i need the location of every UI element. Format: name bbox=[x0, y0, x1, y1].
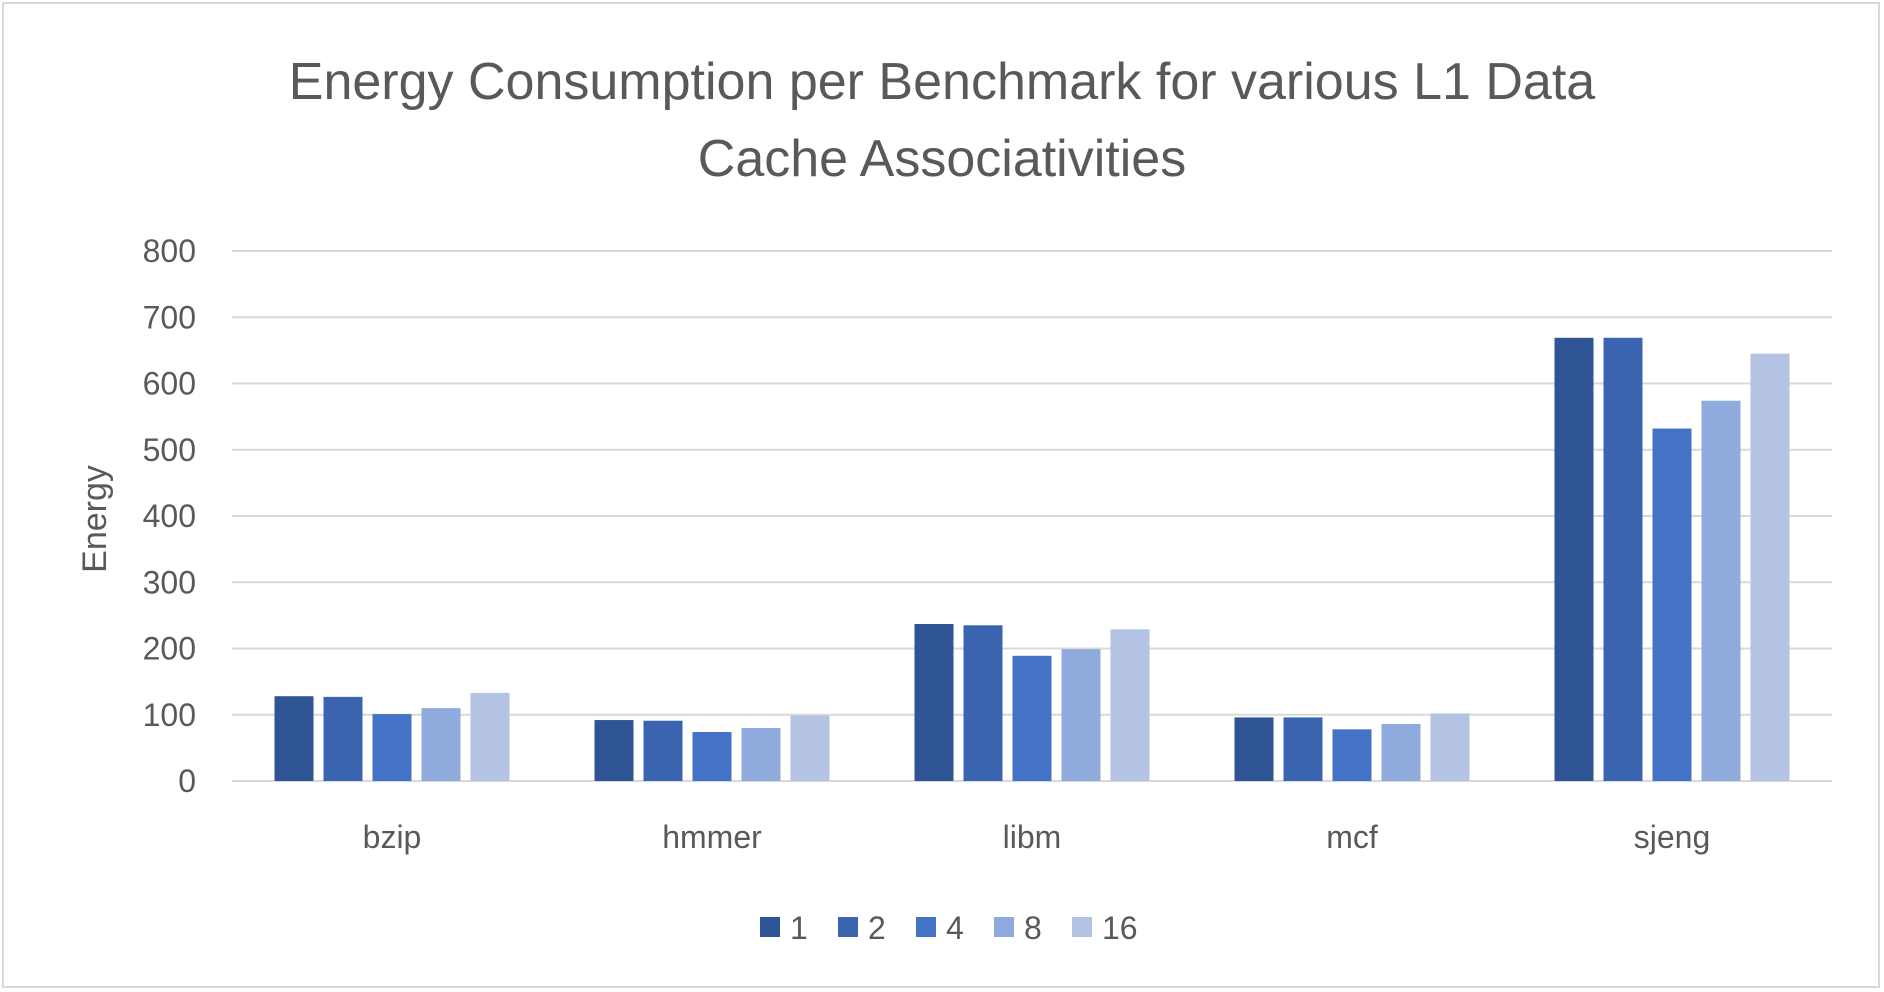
bar-hmmer-2 bbox=[643, 720, 683, 781]
bar-libm-16 bbox=[1110, 629, 1150, 781]
bar-sjeng-2 bbox=[1603, 337, 1643, 781]
bar-mcf-8 bbox=[1381, 724, 1421, 781]
legend-label-16: 16 bbox=[1102, 910, 1138, 946]
y-tick-label: 400 bbox=[143, 498, 196, 534]
bar-sjeng-16 bbox=[1750, 353, 1790, 781]
y-tick-label: 100 bbox=[143, 697, 196, 733]
legend-label-1: 1 bbox=[790, 910, 808, 946]
bar-libm-4 bbox=[1012, 655, 1052, 781]
x-tick-label-bzip: bzip bbox=[363, 819, 422, 855]
bar-hmmer-16 bbox=[790, 715, 830, 781]
legend-swatch-4 bbox=[916, 917, 936, 937]
bar-libm-2 bbox=[963, 625, 1003, 781]
legend: 1 2 4 8 16 bbox=[760, 910, 1138, 946]
y-tick-label: 700 bbox=[143, 299, 196, 335]
legend-label-2: 2 bbox=[868, 910, 886, 946]
bar-sjeng-1 bbox=[1554, 337, 1594, 781]
x-axis-ticks: bzip hmmer libm mcf sjeng bbox=[363, 819, 1711, 855]
x-tick-label-mcf: mcf bbox=[1326, 819, 1378, 855]
bar-bzip-16 bbox=[470, 692, 510, 781]
bar-bzip-1 bbox=[274, 696, 314, 781]
bar-mcf-16 bbox=[1430, 713, 1470, 781]
legend-label-4: 4 bbox=[946, 910, 964, 946]
legend-label-8: 8 bbox=[1024, 910, 1042, 946]
y-tick-label: 0 bbox=[178, 763, 196, 799]
bar-bzip-8 bbox=[421, 708, 461, 781]
bar-mcf-4 bbox=[1332, 729, 1372, 781]
bar-hmmer-8 bbox=[741, 728, 781, 781]
y-tick-label: 500 bbox=[143, 432, 196, 468]
chart-svg: Energy Consumption per Benchmark for var… bbox=[76, 53, 1832, 946]
x-tick-label-sjeng: sjeng bbox=[1634, 819, 1711, 855]
chart-title-line-2: Cache Associativities bbox=[698, 130, 1186, 188]
y-axis-ticks: 0 100 200 300 400 500 600 700 800 bbox=[143, 233, 196, 799]
chart-title-line-1: Energy Consumption per Benchmark for var… bbox=[289, 53, 1596, 111]
bar-hmmer-4 bbox=[692, 731, 732, 781]
chart-title: Energy Consumption per Benchmark for var… bbox=[289, 53, 1596, 188]
bar-sjeng-8 bbox=[1701, 400, 1741, 781]
y-tick-label: 300 bbox=[143, 564, 196, 600]
x-tick-label-libm: libm bbox=[1003, 819, 1062, 855]
bar-libm-1 bbox=[914, 623, 954, 781]
legend-swatch-2 bbox=[838, 917, 858, 937]
legend-swatch-1 bbox=[760, 917, 780, 937]
legend-swatch-16 bbox=[1072, 917, 1092, 937]
y-axis-title: Energy bbox=[76, 465, 114, 573]
legend-swatch-8 bbox=[994, 917, 1014, 937]
bar-mcf-1 bbox=[1234, 717, 1274, 781]
bar-bzip-2 bbox=[323, 696, 363, 781]
bar-bzip-4 bbox=[372, 714, 412, 781]
bar-hmmer-1 bbox=[594, 720, 634, 781]
bar-mcf-2 bbox=[1283, 717, 1323, 781]
bars bbox=[274, 337, 1790, 781]
bar-sjeng-4 bbox=[1652, 428, 1692, 781]
y-tick-label: 200 bbox=[143, 631, 196, 667]
y-tick-label: 600 bbox=[143, 366, 196, 402]
bar-libm-8 bbox=[1061, 649, 1101, 781]
x-tick-label-hmmer: hmmer bbox=[662, 819, 762, 855]
y-tick-label: 800 bbox=[143, 233, 196, 269]
